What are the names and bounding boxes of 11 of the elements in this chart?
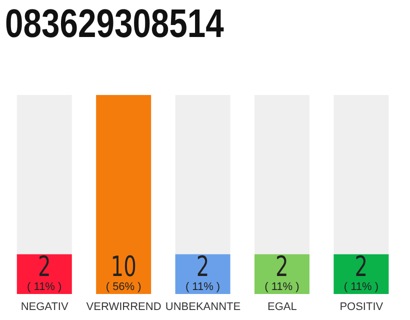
data-label: 10 ( 56% ) (106, 249, 142, 293)
data-label: 2 ( 11% ) (185, 249, 220, 293)
x-tick-label: NEGATIV (20, 300, 69, 313)
x-tick-label: VERWIRREND (86, 300, 162, 313)
chart-title: 083629308514 (5, 2, 224, 47)
x-tick-label: POSITIV (340, 300, 384, 313)
x-tick-label: EGAL (268, 300, 297, 313)
data-label: 2 ( 11% ) (264, 249, 300, 293)
data-label: 2 ( 11% ) (27, 249, 62, 293)
data-label: 2 ( 11% ) (344, 249, 378, 293)
x-tick-label: UNBEKANNTE (165, 300, 241, 313)
